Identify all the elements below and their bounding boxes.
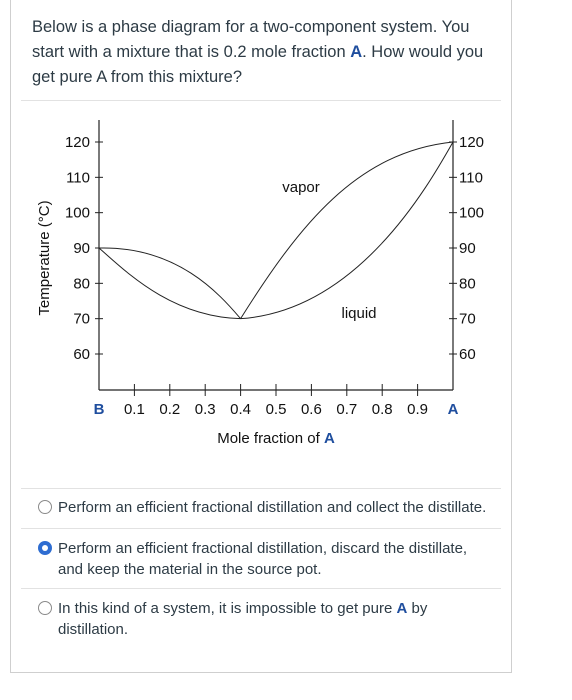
answer-option-3-part2: by distillation.	[58, 600, 428, 638]
y-tick-label-left: 110	[66, 169, 90, 186]
x-ticks: 0.1 0.2 0.3 0.4 0.5 0.6 0.7 0.8 0.9	[124, 384, 428, 418]
y-tick-label-right: 60	[459, 346, 476, 363]
question-bold-a: A	[350, 43, 363, 61]
y-tick-label-left: 100	[65, 205, 90, 222]
answer-option-2-text: Perform an efficient fractional distilla…	[58, 540, 468, 578]
answer-option-1-text: Perform an efficient fractional distilla…	[58, 499, 487, 516]
answer-option-3-bold: A	[396, 600, 408, 617]
x-axis-label-bold: A	[324, 430, 335, 447]
y-tick-label-right: 90	[459, 240, 476, 257]
y-tick-label-right: 110	[459, 169, 483, 186]
radio-button-2-selected[interactable]	[38, 541, 52, 555]
y-tick-label-left: 90	[73, 240, 90, 257]
radio-button-3[interactable]	[38, 601, 52, 615]
x-tick-label: 0.9	[407, 401, 428, 418]
region-label-liquid: liquid	[341, 305, 376, 322]
x-tick-label: 0.6	[301, 401, 322, 418]
divider	[21, 100, 501, 101]
y-tick-label-right: 80	[459, 275, 476, 292]
y-tick-label-left: 80	[73, 275, 90, 292]
x-tick-label: 0.1	[124, 401, 145, 418]
divider	[21, 488, 501, 489]
question-part2: . How would you get pure A from this mix…	[32, 43, 484, 86]
y-tick-label-left: 120	[65, 134, 90, 151]
radio-button-1[interactable]	[38, 500, 52, 514]
left-liquid-curve	[98, 247, 241, 320]
answer-option-3-text: In this kind of a system, it is impossib…	[58, 598, 488, 640]
y-axis-label: Temperature (°C)	[36, 200, 53, 315]
divider	[21, 528, 501, 529]
left-vapor-curve	[98, 247, 241, 319]
x-tick-label: 0.5	[266, 401, 287, 418]
y-tick-label-left: 60	[73, 346, 90, 363]
y-ticks-right: 120 110 100 90 80 70 60	[449, 134, 484, 363]
x-axis-label-prefix: Mole fraction of	[217, 430, 324, 447]
x-end-label-a: A	[448, 401, 459, 418]
x-axis-label: Mole fraction of A	[217, 430, 335, 447]
y-tick-label-left: 70	[73, 311, 90, 328]
answer-option-3-part1: In this kind of a system, it is impossib…	[58, 600, 397, 617]
y-ticks-left: 120 110 100 90 80 70 60	[65, 134, 103, 363]
x-tick-label: 0.3	[195, 401, 216, 418]
question-text: Below is a phase diagram for a two-compo…	[32, 15, 492, 90]
divider	[21, 588, 501, 589]
right-vapor-curve	[240, 141, 454, 319]
phase-curves	[98, 141, 454, 320]
y-tick-label-right: 100	[459, 205, 484, 222]
x-end-label-b: B	[94, 401, 105, 418]
question-part1: Below is a phase diagram for a two-compo…	[32, 18, 470, 61]
region-label-vapor: vapor	[282, 179, 320, 196]
y-tick-label-right: 120	[459, 134, 484, 151]
x-tick-label: 0.2	[159, 401, 180, 418]
question-card: Below is a phase diagram for a two-compo…	[10, 0, 512, 673]
y-tick-label-right: 70	[459, 311, 476, 328]
x-tick-label: 0.4	[230, 401, 251, 418]
right-liquid-curve	[240, 141, 454, 320]
x-tick-label: 0.8	[372, 401, 393, 418]
x-tick-label: 0.7	[336, 401, 357, 418]
